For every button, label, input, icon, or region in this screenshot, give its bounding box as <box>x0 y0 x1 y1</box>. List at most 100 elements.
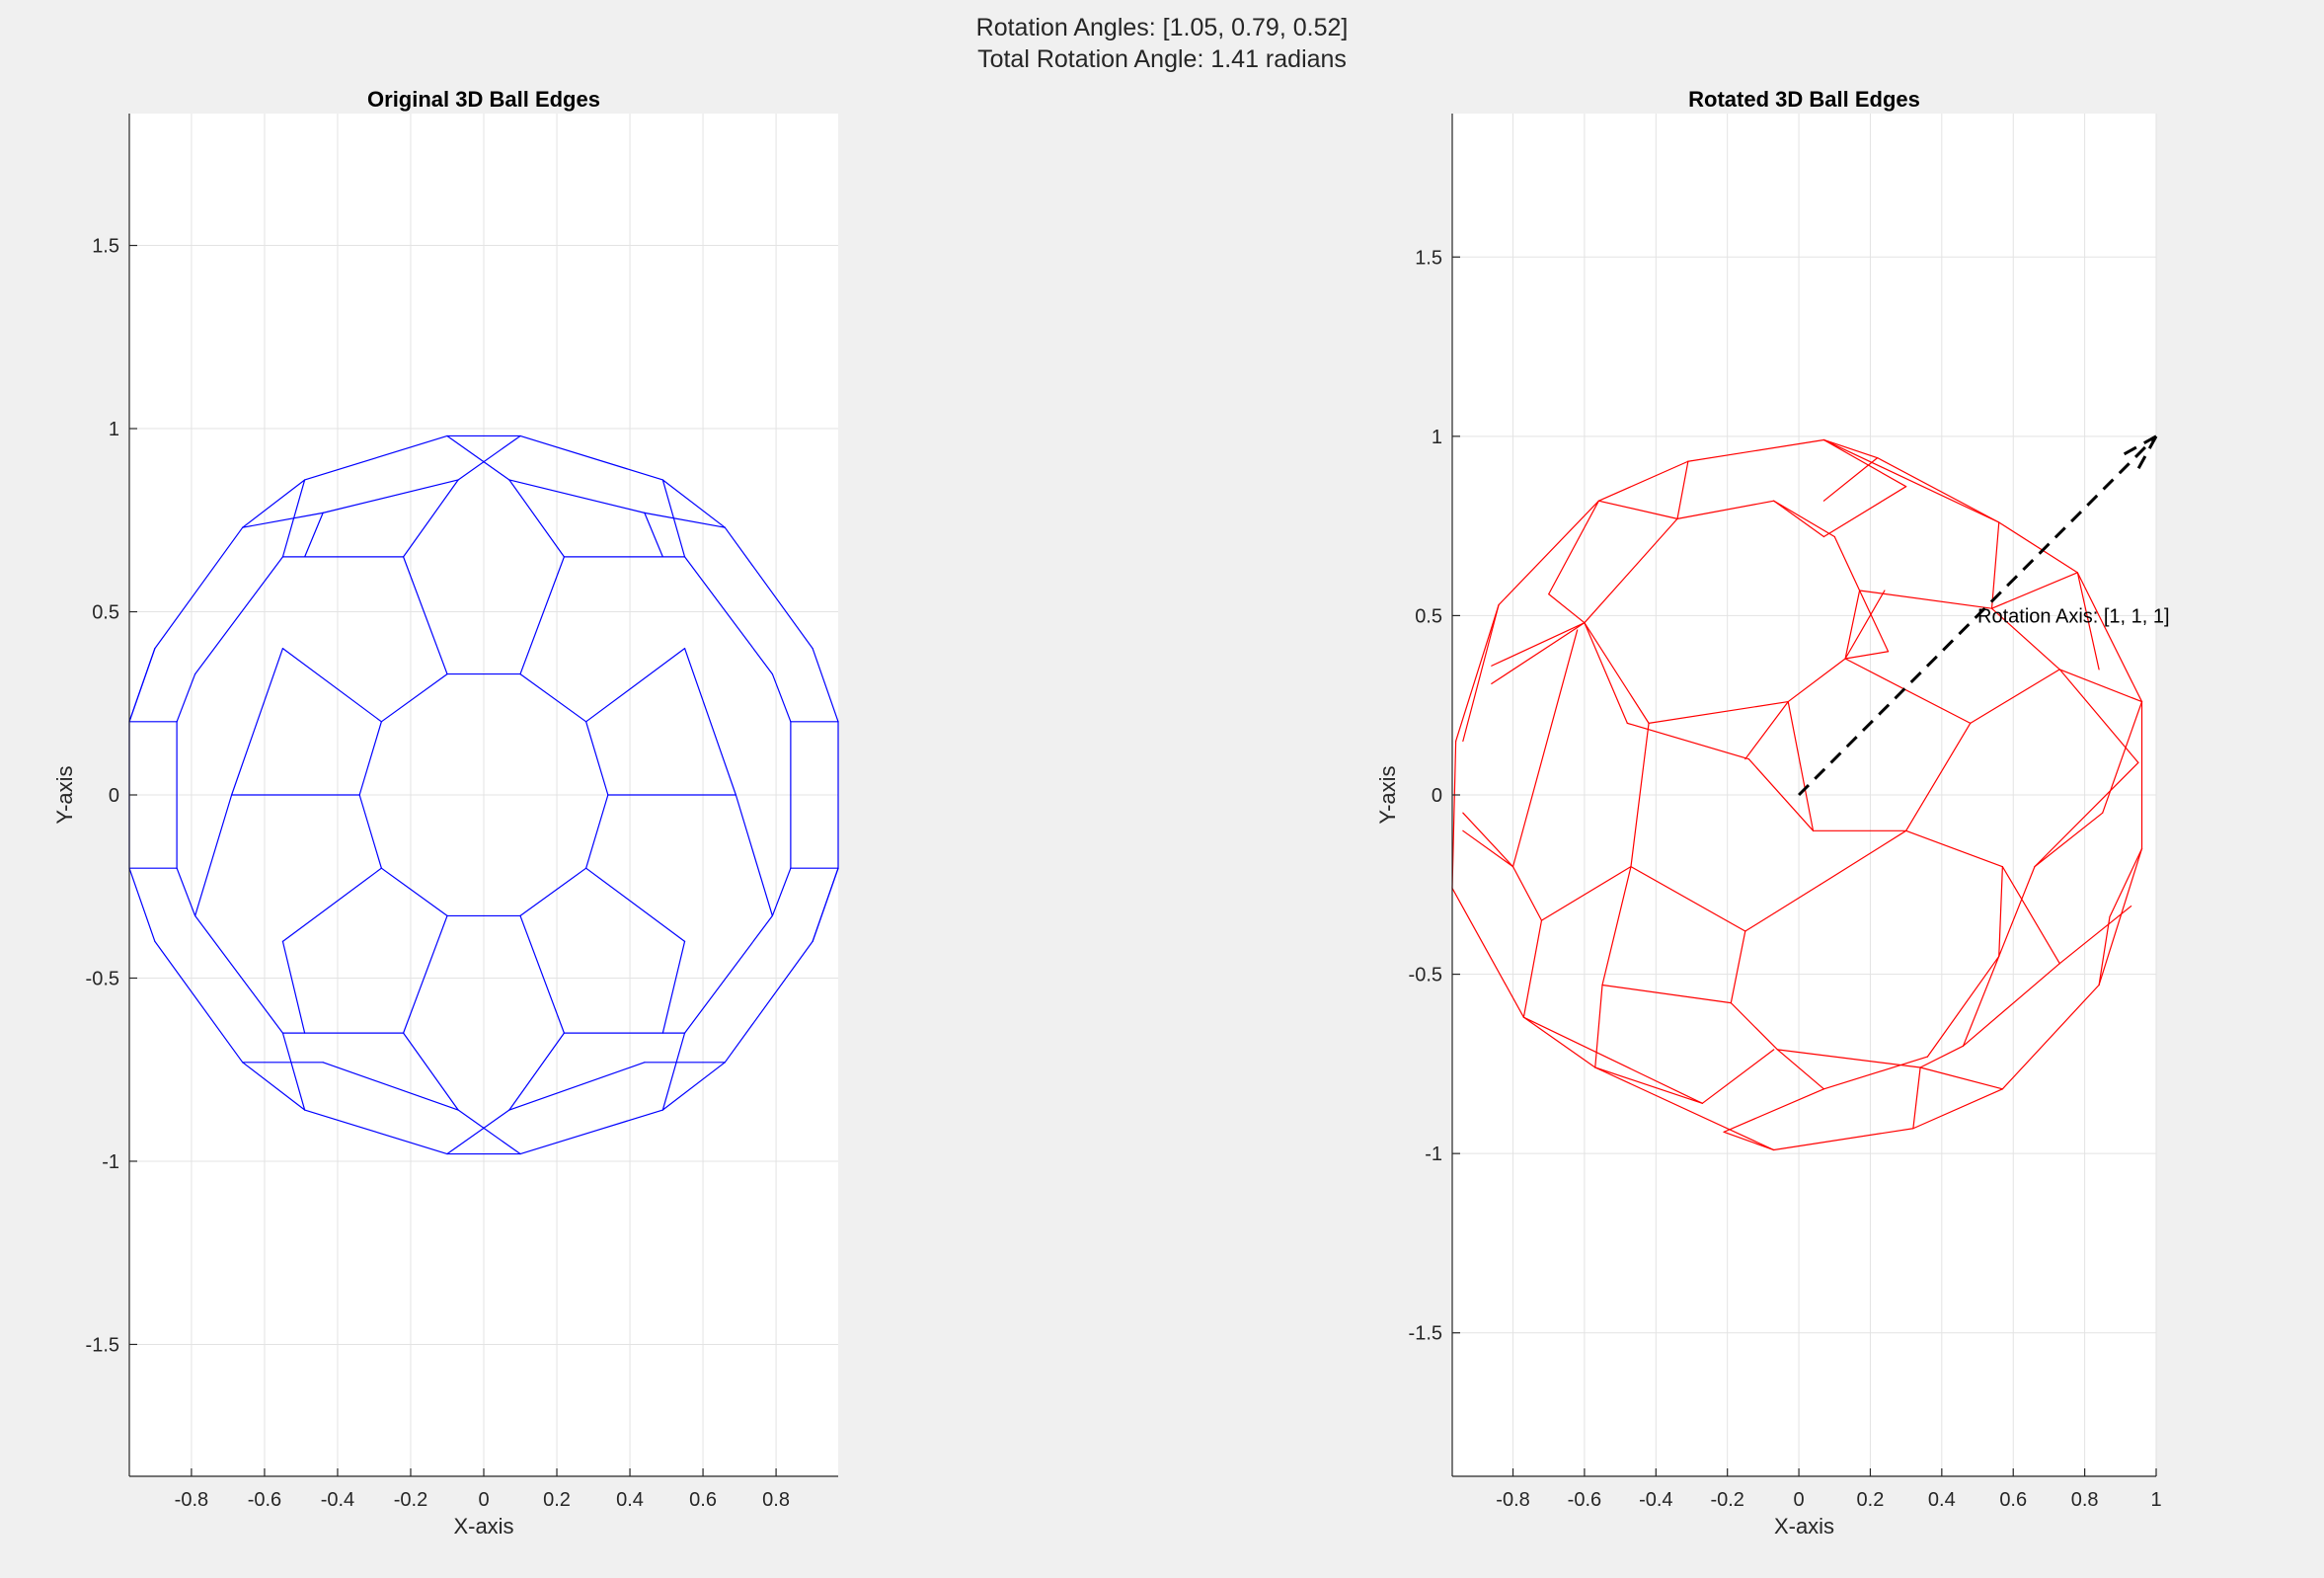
edge-line <box>446 434 510 481</box>
edge-line <box>2034 761 2139 868</box>
x-tick-label: 0.2 <box>1857 1489 1885 1511</box>
edge-line <box>1820 829 1907 886</box>
x-tick-label: -0.2 <box>1710 1489 1743 1511</box>
edge-series <box>128 434 839 1155</box>
edge-line <box>508 479 646 513</box>
edge-line <box>661 1032 686 1111</box>
edge-line <box>1522 1016 1596 1068</box>
edge-line <box>1905 722 1972 831</box>
y-tick-label: 1.5 <box>1415 247 1442 269</box>
edge-line <box>194 794 233 917</box>
edge-line <box>519 1109 663 1155</box>
edge-line <box>1594 984 1603 1068</box>
edge-line <box>1597 460 1689 502</box>
edge-line <box>1912 1088 2003 1130</box>
edge-line <box>1511 866 1543 921</box>
edge-line <box>1730 930 1746 1004</box>
axes-rotated[interactable]: Rotation Axis: [1, 1, 1] -0.8 -0.6 -0.4 -0.2… <box>1375 87 2170 1539</box>
edge-line <box>683 914 773 1034</box>
edge-line <box>771 867 792 917</box>
y-tick-label: -1.5 <box>1409 1323 1442 1345</box>
edge-line <box>508 1032 566 1111</box>
edge-line <box>519 867 587 917</box>
edge-line <box>1676 460 1689 519</box>
axes-title: Rotated 3D Ball Edges <box>1688 87 1920 112</box>
edge-line <box>1998 866 2003 958</box>
edge-line <box>358 794 382 869</box>
y-tick-label: 0 <box>109 785 119 807</box>
edge-line <box>1455 603 1500 743</box>
edge-line <box>1451 740 1457 890</box>
edge-line <box>1833 535 1861 592</box>
edge-line <box>1844 590 1861 660</box>
edge-line <box>585 721 609 796</box>
edge-line <box>1584 517 1678 624</box>
x-tick-label: 1 <box>2150 1489 2161 1511</box>
edge-line <box>1919 1066 2003 1090</box>
edge-line <box>2076 572 2143 703</box>
x-tick-label: -0.2 <box>394 1489 427 1511</box>
edge-line <box>1594 1066 1775 1151</box>
edge-line <box>1990 521 2000 609</box>
edge-line <box>1877 457 2000 523</box>
edge-line <box>154 940 244 1064</box>
edge-line <box>1648 700 1789 724</box>
edge-line <box>1687 438 1825 462</box>
edge-line <box>128 648 156 723</box>
edge-line <box>1776 1049 1825 1090</box>
edge-line <box>194 556 284 675</box>
y-tick-label: 0.5 <box>1415 605 1442 627</box>
edge-line <box>281 867 382 942</box>
edge-line <box>402 1032 459 1111</box>
edge-line <box>585 867 686 942</box>
edge-line <box>402 914 448 1034</box>
edge-line <box>1773 500 1825 538</box>
edge-line <box>724 526 813 650</box>
x-axis-label: X-axis <box>453 1514 513 1539</box>
edge-line <box>1723 1088 1825 1133</box>
edge-line <box>1584 622 1650 724</box>
edge-line <box>457 1109 521 1155</box>
arrow-head-right <box>2116 434 2157 460</box>
edge-line <box>1919 1045 1965 1068</box>
edge-line <box>1858 590 1993 609</box>
edge-line <box>128 867 156 942</box>
edge-line <box>281 1032 306 1111</box>
y-tick-label: 1 <box>1432 427 1442 448</box>
edge-line <box>519 556 566 675</box>
edge-line <box>1822 438 1879 459</box>
edge-line <box>1462 603 1500 743</box>
edge-line <box>735 794 773 917</box>
x-tick-label: -0.8 <box>1496 1489 1529 1511</box>
edge-line <box>1858 590 1890 653</box>
edge-line <box>1451 887 1524 1018</box>
edge-line <box>402 479 459 558</box>
edge-line <box>1776 1049 1921 1068</box>
edge-line <box>1844 658 1972 724</box>
edge-line <box>457 434 521 481</box>
edge-line <box>1844 651 1890 660</box>
edge-line <box>1601 984 1732 1004</box>
edge-line <box>242 1062 306 1111</box>
edge-line <box>585 794 609 869</box>
edge-line <box>683 556 773 675</box>
edge-line <box>508 479 566 558</box>
edge-line <box>1676 500 1775 519</box>
x-axis-label: X-axis <box>1774 1514 1834 1539</box>
y-axis-label: Y-axis <box>1375 765 1400 824</box>
edge-line <box>1962 955 2000 1047</box>
edge-line <box>242 479 306 528</box>
edge-line <box>358 721 382 796</box>
y-tick-label: 1.5 <box>92 236 119 258</box>
edge-line <box>1522 1016 1703 1104</box>
axes-original[interactable]: -0.8 -0.6 -0.4 -0.2 0 0.2 0.4 0.6 0.8 -1.5 -1 -0.5 0… <box>52 87 839 1539</box>
rotation-axis-arrow <box>1798 434 2158 797</box>
edge-line <box>1744 884 1821 932</box>
edge-line <box>1744 700 1789 760</box>
edge-line <box>304 512 324 558</box>
y-tick-label: 0 <box>1432 785 1442 807</box>
edge-line <box>812 648 839 723</box>
edge-line <box>242 512 324 528</box>
edge-line <box>1990 572 2078 609</box>
